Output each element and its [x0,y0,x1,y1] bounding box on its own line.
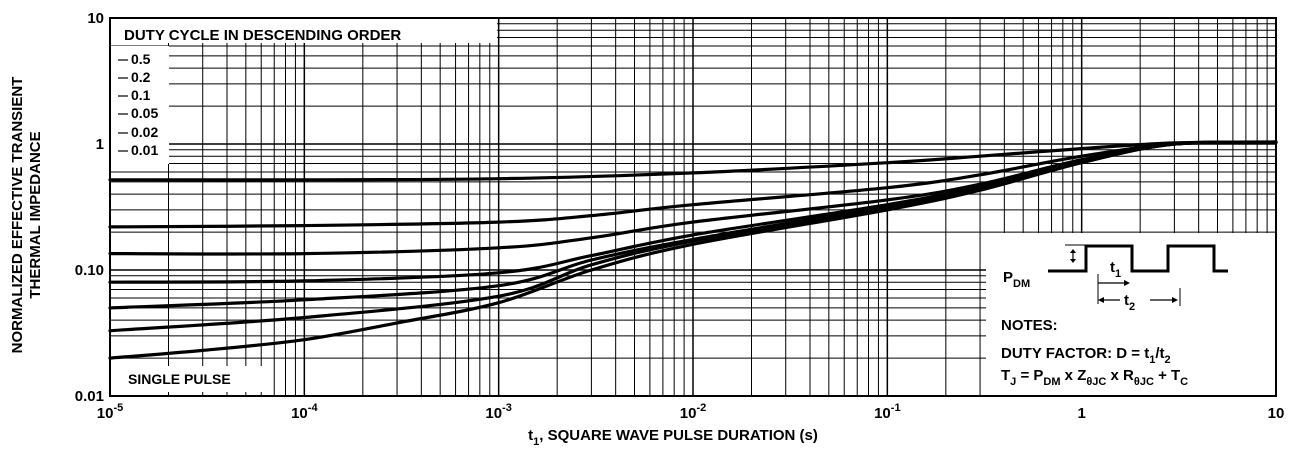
x-tick-label: 10-2 [680,402,706,422]
duty-factor-note: DUTY FACTOR: D = t1/t2 [1001,345,1171,366]
legend-item: 0.5 [131,51,151,67]
y-tick-label: 1 [96,136,104,153]
x-tick-label: 10-1 [874,402,900,422]
y-tick-label: 10 [87,10,104,27]
x-tick-label: 10-3 [485,402,511,422]
t2-arrow-head-right [1172,297,1178,303]
x-tick-label: 10-5 [97,402,123,422]
x-tick-label: 10 [1268,405,1285,422]
single-pulse-label: SINGLE PULSE [128,371,231,387]
legend-item: 0.1 [131,87,151,103]
tick-labels: 10-5 10-4 10-3 10-2 10-1 1 10 0.01 0.10 1 10 [75,10,1285,422]
legend-title: DUTY CYCLE IN DESCENDING ORDER [124,27,401,44]
y-axis-label-line-1: NORMALIZED EFFECTIVE TRANSIENT [9,77,26,354]
x-tick-label: 10-4 [291,402,318,422]
plot-border [109,17,1277,397]
t1-label: t1 [1110,259,1121,280]
legend: DUTY CYCLE IN DESCENDING ORDER 0.5 0.2 0.1 0… [111,19,497,164]
y-tick-label: 0.01 [75,388,104,405]
t1-arrow-head [1124,280,1130,286]
legend-item: 0.01 [131,142,158,158]
single-pulse-bg [120,366,270,392]
legend-title-bg [111,19,497,43]
overlay-boxes: DUTY CYCLE IN DESCENDING ORDER 0.5 0.2 0.1 0… [111,19,1275,395]
legend-item: 0.2 [131,69,151,85]
y-tick-label: 0.10 [75,262,104,279]
curve-group [108,140,1278,360]
legend-item: 0.05 [131,105,158,121]
legend-items-bg [111,46,169,164]
axis-labels: t1, SQUARE WAVE PULSE DURATION (s) NORMAL… [9,77,818,448]
pdm-label: PDM [1003,269,1030,290]
pulse-waveform [1048,244,1228,273]
y-axis-label-line-2: THERMAL IMPEDANCE [27,131,44,298]
series-line-single-pulse [108,140,1278,360]
amplitude-arrow-head-up [1070,249,1076,253]
t2-arrow-head-left [1098,297,1104,303]
junction-temp-note: TJ = PDM x ZθJC x RθJC + TC [1001,367,1188,388]
x-axis-label: t1, SQUARE WAVE PULSE DURATION (s) [528,427,818,446]
series-line-0-5 [108,140,1278,182]
x-tick-label: 1 [1077,405,1085,422]
legend-item: 0.02 [131,124,158,140]
t2-label: t2 [1124,292,1135,313]
amplitude-arrow-head-down [1070,259,1076,263]
series-line-0-2 [108,140,1278,229]
plot-frame [109,17,1277,397]
notes-title: NOTES: [1001,317,1058,334]
